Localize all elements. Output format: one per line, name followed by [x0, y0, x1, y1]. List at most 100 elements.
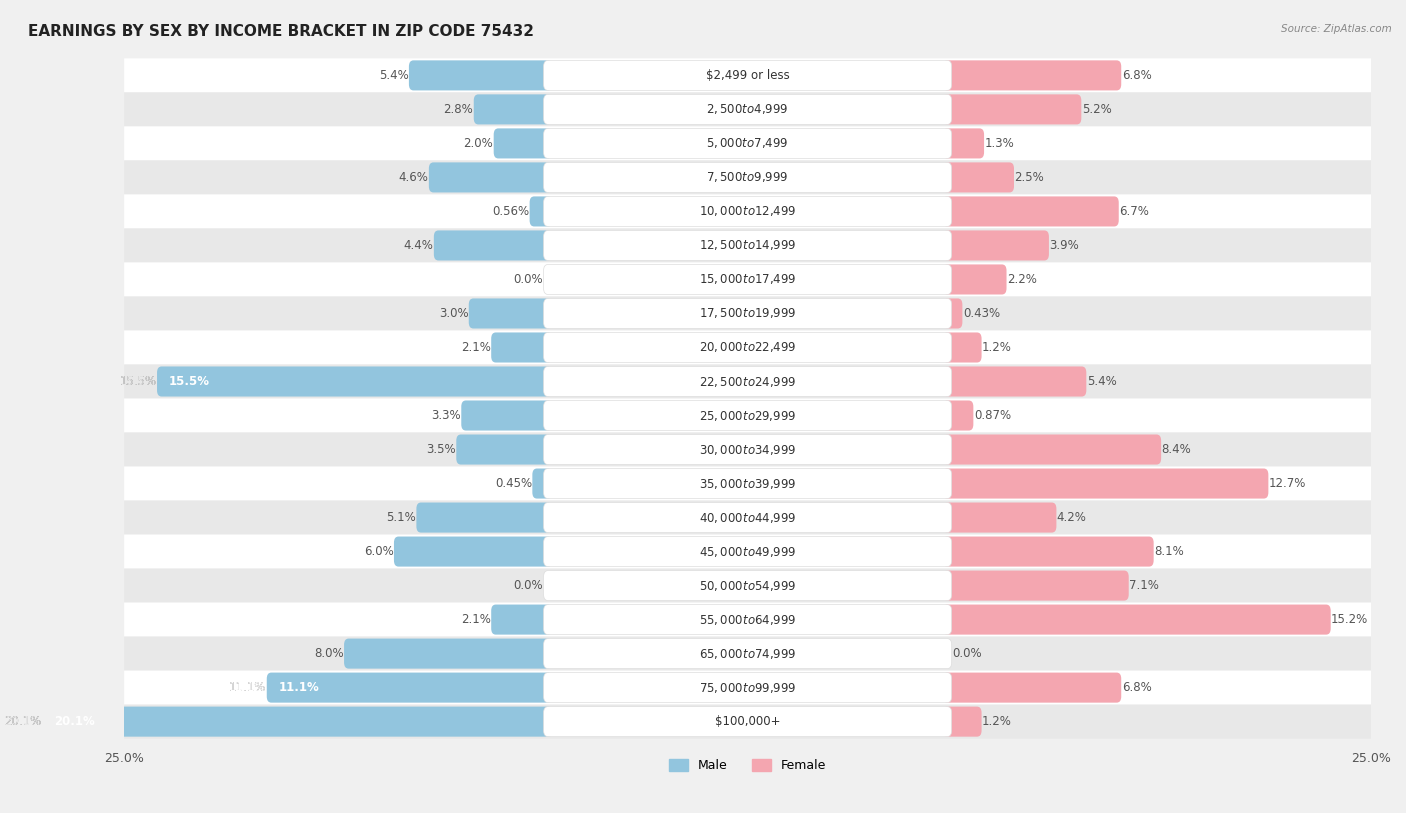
FancyBboxPatch shape	[544, 537, 952, 567]
FancyBboxPatch shape	[124, 568, 1371, 602]
FancyBboxPatch shape	[544, 434, 952, 464]
FancyBboxPatch shape	[544, 264, 952, 294]
Text: Source: ZipAtlas.com: Source: ZipAtlas.com	[1281, 24, 1392, 34]
FancyBboxPatch shape	[942, 94, 1081, 124]
FancyBboxPatch shape	[124, 535, 1371, 568]
FancyBboxPatch shape	[544, 638, 952, 668]
Text: 2.8%: 2.8%	[443, 103, 474, 116]
Text: 8.4%: 8.4%	[1161, 443, 1191, 456]
FancyBboxPatch shape	[544, 197, 952, 227]
Text: 20.1%: 20.1%	[4, 715, 42, 728]
Text: 2.5%: 2.5%	[1015, 171, 1045, 184]
Text: 2.0%: 2.0%	[464, 137, 494, 150]
Text: 6.0%: 6.0%	[364, 545, 394, 558]
Text: 0.56%: 0.56%	[492, 205, 529, 218]
Text: 4.2%: 4.2%	[1057, 511, 1087, 524]
Text: 11.1%: 11.1%	[229, 681, 266, 694]
FancyBboxPatch shape	[124, 194, 1371, 228]
Text: $65,000 to $74,999: $65,000 to $74,999	[699, 646, 796, 661]
FancyBboxPatch shape	[124, 297, 1371, 330]
FancyBboxPatch shape	[267, 672, 553, 702]
Text: 7.1%: 7.1%	[1129, 579, 1159, 592]
Text: $100,000+: $100,000+	[714, 715, 780, 728]
FancyBboxPatch shape	[942, 60, 1121, 90]
Text: 8.1%: 8.1%	[1154, 545, 1184, 558]
FancyBboxPatch shape	[942, 128, 984, 159]
Text: 3.9%: 3.9%	[1049, 239, 1080, 252]
Text: $20,000 to $22,499: $20,000 to $22,499	[699, 341, 796, 354]
FancyBboxPatch shape	[409, 60, 553, 90]
Text: 12.7%: 12.7%	[1268, 477, 1306, 490]
Text: 2.2%: 2.2%	[1007, 273, 1036, 286]
Text: 15.5%: 15.5%	[120, 375, 156, 388]
Text: 1.2%: 1.2%	[981, 715, 1012, 728]
FancyBboxPatch shape	[942, 264, 1007, 294]
Text: $30,000 to $34,999: $30,000 to $34,999	[699, 442, 796, 457]
FancyBboxPatch shape	[157, 367, 553, 397]
Text: 15.5%: 15.5%	[169, 375, 209, 388]
Text: 11.1%: 11.1%	[278, 681, 319, 694]
Text: $7,500 to $9,999: $7,500 to $9,999	[706, 171, 789, 185]
FancyBboxPatch shape	[544, 94, 952, 124]
FancyBboxPatch shape	[544, 367, 952, 397]
FancyBboxPatch shape	[124, 59, 1371, 93]
Text: $50,000 to $54,999: $50,000 to $54,999	[699, 579, 796, 593]
FancyBboxPatch shape	[124, 671, 1371, 705]
FancyBboxPatch shape	[124, 705, 1371, 739]
FancyBboxPatch shape	[124, 501, 1371, 535]
Text: $2,499 or less: $2,499 or less	[706, 69, 790, 82]
Legend: Male, Female: Male, Female	[664, 754, 831, 777]
FancyBboxPatch shape	[942, 401, 973, 431]
FancyBboxPatch shape	[544, 298, 952, 328]
FancyBboxPatch shape	[494, 128, 553, 159]
FancyBboxPatch shape	[124, 330, 1371, 364]
FancyBboxPatch shape	[942, 502, 1056, 533]
Text: 6.8%: 6.8%	[1122, 69, 1152, 82]
Text: 15.2%: 15.2%	[1331, 613, 1368, 626]
FancyBboxPatch shape	[942, 298, 962, 328]
FancyBboxPatch shape	[429, 163, 553, 193]
FancyBboxPatch shape	[530, 197, 553, 227]
Text: $15,000 to $17,499: $15,000 to $17,499	[699, 272, 796, 286]
Text: 4.4%: 4.4%	[404, 239, 433, 252]
Text: 5.4%: 5.4%	[378, 69, 409, 82]
FancyBboxPatch shape	[544, 706, 952, 737]
FancyBboxPatch shape	[544, 605, 952, 635]
Text: 8.0%: 8.0%	[314, 647, 343, 660]
FancyBboxPatch shape	[461, 401, 553, 431]
Text: 6.8%: 6.8%	[1122, 681, 1152, 694]
Text: $17,500 to $19,999: $17,500 to $19,999	[699, 307, 796, 320]
Text: $10,000 to $12,499: $10,000 to $12,499	[699, 204, 796, 219]
FancyBboxPatch shape	[124, 93, 1371, 126]
Text: 0.0%: 0.0%	[952, 647, 981, 660]
FancyBboxPatch shape	[544, 672, 952, 702]
FancyBboxPatch shape	[394, 537, 553, 567]
FancyBboxPatch shape	[544, 128, 952, 159]
Text: 20.1%: 20.1%	[4, 715, 42, 728]
Text: 1.3%: 1.3%	[984, 137, 1014, 150]
FancyBboxPatch shape	[474, 94, 553, 124]
Text: 0.43%: 0.43%	[963, 307, 1000, 320]
FancyBboxPatch shape	[124, 637, 1371, 671]
FancyBboxPatch shape	[124, 160, 1371, 194]
FancyBboxPatch shape	[544, 401, 952, 431]
Text: 0.0%: 0.0%	[513, 579, 543, 592]
FancyBboxPatch shape	[942, 537, 1154, 567]
Text: $40,000 to $44,999: $40,000 to $44,999	[699, 511, 796, 524]
FancyBboxPatch shape	[942, 605, 1330, 635]
FancyBboxPatch shape	[533, 468, 553, 498]
Text: $45,000 to $49,999: $45,000 to $49,999	[699, 545, 796, 559]
Text: 15.5%: 15.5%	[120, 375, 156, 388]
FancyBboxPatch shape	[942, 230, 1049, 260]
FancyBboxPatch shape	[42, 706, 553, 737]
FancyBboxPatch shape	[124, 602, 1371, 637]
FancyBboxPatch shape	[544, 163, 952, 193]
Text: 11.1%: 11.1%	[229, 681, 266, 694]
Text: 4.6%: 4.6%	[398, 171, 429, 184]
FancyBboxPatch shape	[942, 163, 1014, 193]
FancyBboxPatch shape	[468, 298, 553, 328]
FancyBboxPatch shape	[124, 398, 1371, 433]
Text: 3.3%: 3.3%	[432, 409, 461, 422]
Text: 20.1%: 20.1%	[55, 715, 96, 728]
Text: 1.2%: 1.2%	[981, 341, 1012, 354]
